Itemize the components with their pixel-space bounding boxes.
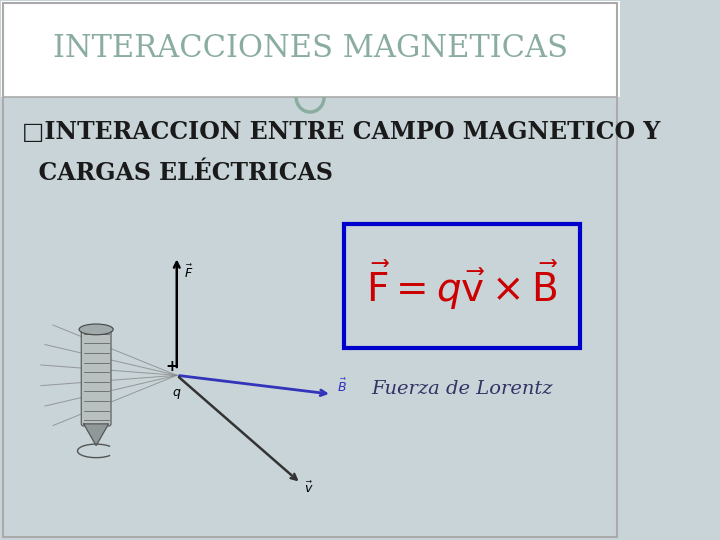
Text: Fuerza de Lorentz: Fuerza de Lorentz bbox=[372, 380, 553, 398]
Text: INTERACCIONES MAGNETICAS: INTERACCIONES MAGNETICAS bbox=[53, 33, 567, 64]
Text: $\vec{v}$: $\vec{v}$ bbox=[304, 481, 313, 496]
Polygon shape bbox=[84, 424, 109, 446]
FancyBboxPatch shape bbox=[81, 327, 111, 426]
Text: $\vec{F}$: $\vec{F}$ bbox=[184, 264, 194, 281]
Text: CARGAS ELÉCTRICAS: CARGAS ELÉCTRICAS bbox=[22, 161, 333, 185]
Text: +: + bbox=[166, 359, 178, 374]
Text: $\vec{\mathsf{F}}=q\vec{\mathsf{v}}\times\vec{\mathsf{B}}$: $\vec{\mathsf{F}}=q\vec{\mathsf{v}}\time… bbox=[366, 258, 558, 312]
Text: □INTERACCION ENTRE CAMPO MAGNETICO Y: □INTERACCION ENTRE CAMPO MAGNETICO Y bbox=[22, 120, 660, 144]
Text: $\vec{B}$: $\vec{B}$ bbox=[337, 377, 346, 395]
Ellipse shape bbox=[79, 324, 113, 335]
FancyBboxPatch shape bbox=[344, 224, 580, 348]
Text: q: q bbox=[173, 386, 181, 399]
FancyBboxPatch shape bbox=[1, 1, 620, 97]
